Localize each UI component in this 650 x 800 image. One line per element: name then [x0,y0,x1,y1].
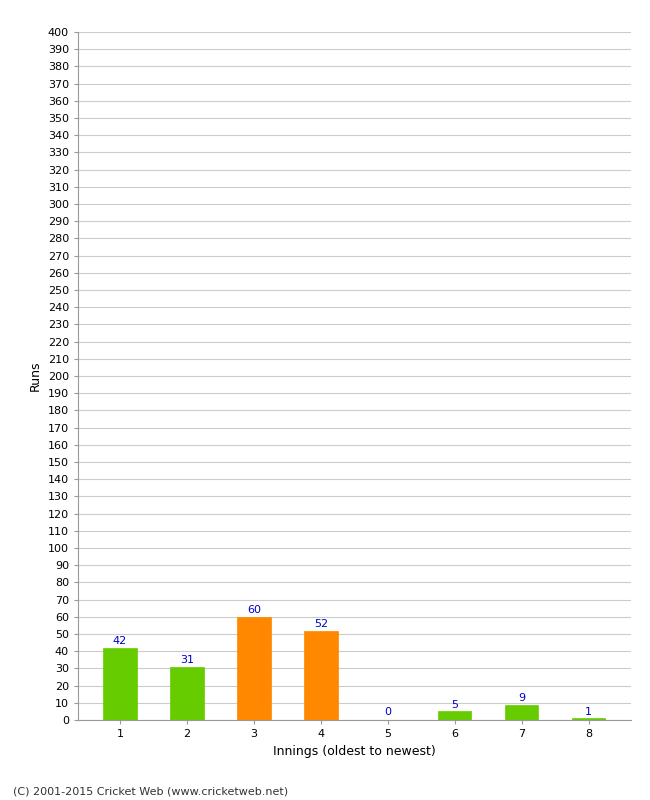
Text: 31: 31 [180,655,194,665]
Text: 1: 1 [585,706,592,717]
Text: 52: 52 [314,619,328,629]
Text: 60: 60 [247,605,261,615]
Y-axis label: Runs: Runs [29,361,42,391]
X-axis label: Innings (oldest to newest): Innings (oldest to newest) [273,745,436,758]
Text: (C) 2001-2015 Cricket Web (www.cricketweb.net): (C) 2001-2015 Cricket Web (www.cricketwe… [13,786,288,796]
Bar [505,705,538,720]
Text: 42: 42 [112,636,127,646]
Bar [438,711,471,720]
Text: 0: 0 [384,707,391,718]
Bar [170,666,203,720]
Text: 9: 9 [518,693,525,702]
Text: 5: 5 [451,700,458,710]
Bar [304,630,337,720]
Bar [237,617,270,720]
Bar [103,648,136,720]
Bar [572,718,605,720]
